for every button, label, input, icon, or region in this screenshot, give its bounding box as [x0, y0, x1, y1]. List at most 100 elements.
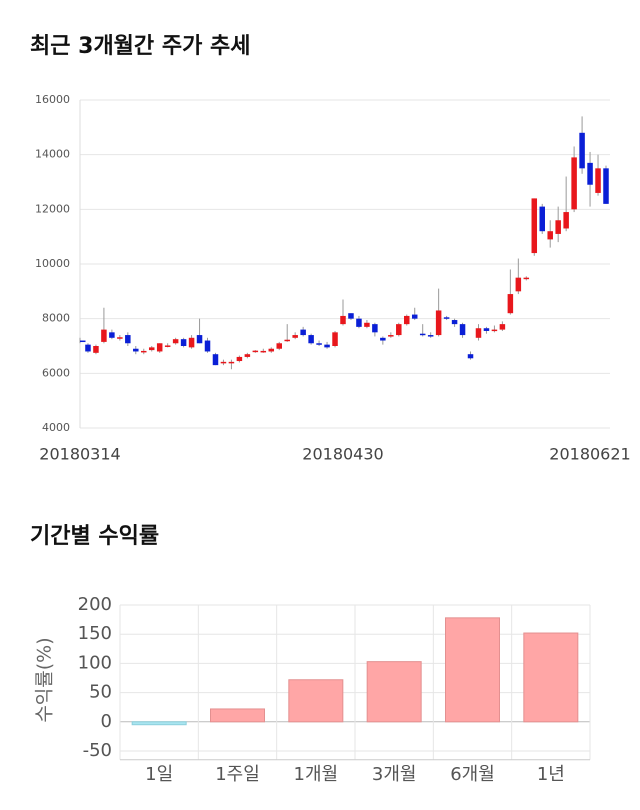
x-tick-label: 1주일	[215, 764, 260, 785]
y-tick-label: 200	[78, 594, 112, 615]
candle-body	[555, 220, 561, 234]
candle-body	[180, 339, 187, 346]
candle-body	[316, 343, 322, 345]
chart-title: 최근 3개월간 주가 추세	[30, 34, 250, 59]
candle-body	[101, 329, 107, 342]
candle-body	[340, 315, 346, 325]
x-tick-label: 20180314	[39, 445, 120, 464]
candle-body	[204, 340, 211, 352]
x-tick-label: 20180621	[549, 445, 630, 464]
candle-body	[276, 343, 282, 349]
y-tick-label: 4000	[42, 421, 70, 434]
candle-body	[603, 168, 609, 204]
candle-body	[515, 277, 522, 292]
candle-body	[348, 313, 354, 319]
bar	[523, 632, 579, 723]
y-tick-label: 8000	[42, 312, 70, 325]
candle-body	[579, 132, 585, 169]
candle-body	[491, 329, 498, 332]
x-tick-label: 1개월	[294, 764, 339, 785]
candle-body	[284, 339, 290, 342]
candle-body	[404, 315, 410, 325]
y-tick-label: 6000	[42, 366, 70, 379]
candle-body	[252, 350, 259, 353]
candle-body	[483, 328, 490, 331]
bar	[131, 721, 187, 726]
candle-body	[388, 335, 394, 337]
bar	[288, 679, 344, 723]
candle-body	[244, 354, 251, 357]
candle-body	[156, 343, 163, 352]
candle-body	[571, 157, 577, 210]
x-tick-label: 1년	[537, 764, 565, 785]
candle-body	[451, 320, 458, 325]
bar	[445, 617, 500, 723]
candle-body	[260, 350, 267, 353]
candle-body	[324, 344, 330, 348]
candle-body	[212, 354, 219, 366]
y-tick-label: 12000	[35, 202, 70, 215]
candle-body	[268, 348, 275, 352]
candle-body	[196, 335, 203, 344]
candle-body	[93, 346, 99, 353]
candle-body	[523, 277, 530, 280]
candle-body	[164, 345, 171, 347]
candle-body	[172, 339, 179, 344]
x-tick-label: 1일	[145, 764, 173, 785]
candle-body	[380, 337, 386, 341]
y-tick-label: 14000	[35, 148, 70, 161]
bar	[210, 708, 265, 723]
candle-body	[148, 347, 155, 351]
candle-body	[356, 318, 362, 327]
candle-body	[539, 206, 545, 232]
candle-body	[220, 361, 227, 364]
candle-body	[125, 335, 131, 344]
bar	[366, 661, 422, 723]
y-axis-label: 수익률(%)	[34, 637, 56, 722]
candle-body	[133, 348, 139, 352]
y-tick-label: 100	[78, 652, 112, 673]
candle-body	[467, 354, 474, 359]
candle-body	[141, 350, 147, 353]
candle-body	[475, 328, 482, 338]
y-tick-label: -50	[83, 740, 112, 761]
candle-body	[396, 324, 402, 336]
candle-body	[109, 332, 115, 338]
y-tick-label: 10000	[35, 257, 70, 270]
candle-body	[80, 340, 86, 343]
candle-body	[411, 314, 418, 319]
candle-body	[419, 333, 426, 336]
y-tick-label: 50	[89, 682, 112, 703]
candle-body	[236, 356, 243, 362]
candle-body	[117, 337, 123, 339]
candle-body	[443, 317, 450, 319]
candle-body	[292, 335, 298, 338]
candle-body	[547, 231, 553, 240]
candle-body	[308, 335, 314, 344]
candle-body	[85, 344, 91, 352]
x-tick-label: 20180430	[302, 445, 383, 464]
candle-body	[595, 168, 601, 193]
candle-body	[332, 332, 338, 346]
candle-body	[587, 162, 593, 185]
candle-body	[300, 329, 306, 336]
candle-body	[507, 294, 514, 314]
candle-body	[427, 335, 434, 337]
x-tick-label: 6개월	[450, 764, 495, 785]
candle-body	[188, 337, 195, 348]
candle-body	[459, 324, 466, 336]
candle-body	[228, 361, 235, 364]
candle-body	[364, 322, 370, 327]
candle-body	[563, 212, 569, 229]
x-tick-label: 3개월	[372, 764, 417, 785]
chart-title: 기간별 수익률	[30, 524, 159, 549]
y-tick-label: 0	[101, 711, 112, 732]
y-tick-label: 150	[78, 623, 112, 644]
candle-body	[372, 324, 378, 333]
candle-body	[435, 310, 442, 336]
candle-body	[499, 324, 506, 330]
y-tick-label: 16000	[35, 93, 70, 106]
candle-body	[531, 198, 538, 254]
